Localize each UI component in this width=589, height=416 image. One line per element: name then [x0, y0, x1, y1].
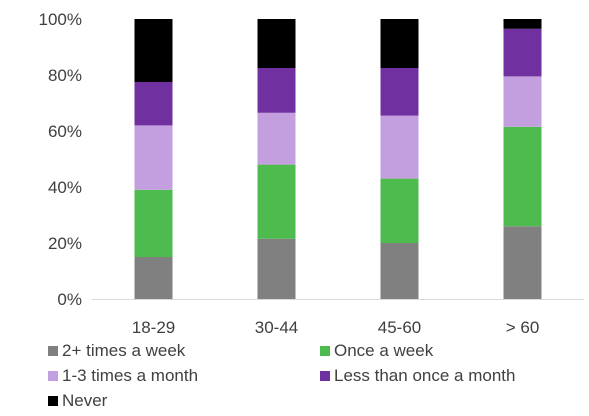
y-tick-label: 0%	[57, 290, 82, 309]
x-tick-label: > 60	[506, 318, 540, 337]
chart-legend: 2+ times a week Once a week 1-3 times a …	[48, 341, 588, 416]
y-tick-label: 80%	[48, 66, 82, 85]
x-tick-label: 45-60	[378, 318, 421, 337]
legend-item-1-3-times-a-month: 1-3 times a month	[48, 366, 198, 386]
x-axis-tick-labels: 18-29 30-44 45-60 > 60	[132, 318, 540, 337]
legend-swatch	[320, 371, 330, 381]
bar-segment	[503, 28, 542, 77]
legend-item-less-than-once-a-month: Less than once a month	[320, 366, 515, 386]
bar-segment	[380, 243, 419, 299]
y-tick-label: 60%	[48, 122, 82, 141]
legend-row: Never	[48, 391, 588, 416]
legend-swatch	[48, 346, 58, 356]
bar-segment	[134, 189, 173, 257]
bar-segment	[380, 19, 419, 68]
bar-segment	[134, 125, 173, 190]
bar-segment	[503, 126, 542, 227]
bar-segment	[503, 19, 542, 29]
legend-label: Never	[62, 391, 108, 410]
y-tick-label: 40%	[48, 178, 82, 197]
legend-label: Once a week	[334, 341, 434, 360]
bar-segment	[257, 164, 296, 239]
bar-segment	[134, 19, 173, 82]
bar-segment	[257, 112, 296, 165]
y-axis-tick-labels: 0% 20% 40% 60% 80% 100%	[39, 10, 82, 309]
legend-label: Less than once a month	[334, 366, 516, 385]
bar-segment	[380, 178, 419, 243]
bar-segment	[257, 19, 296, 68]
x-tick-label: 30-44	[255, 318, 298, 337]
bar-segment	[503, 226, 542, 299]
legend-swatch	[320, 346, 330, 356]
bar-segment	[380, 115, 419, 179]
legend-label: 1-3 times a month	[62, 366, 199, 385]
y-tick-label: 20%	[48, 234, 82, 253]
bar-stacks	[134, 19, 542, 299]
bar-segment	[257, 68, 296, 113]
legend-swatch	[48, 371, 58, 381]
bar-segment	[503, 76, 542, 127]
x-tick-label: 18-29	[132, 318, 175, 337]
legend-swatch	[48, 396, 58, 406]
legend-row: 1-3 times a month Less than once a month	[48, 366, 588, 391]
legend-item-never: Never	[48, 391, 107, 411]
bar-segment	[134, 82, 173, 126]
y-tick-label: 100%	[39, 10, 82, 29]
bar-segment	[257, 238, 296, 299]
bar-segment	[380, 68, 419, 116]
bar-segment	[134, 257, 173, 299]
legend-item-2plus-times-a-week: 2+ times a week	[48, 341, 185, 361]
legend-label: 2+ times a week	[62, 341, 186, 360]
legend-row: 2+ times a week Once a week	[48, 341, 588, 366]
legend-item-once-a-week: Once a week	[320, 341, 433, 361]
